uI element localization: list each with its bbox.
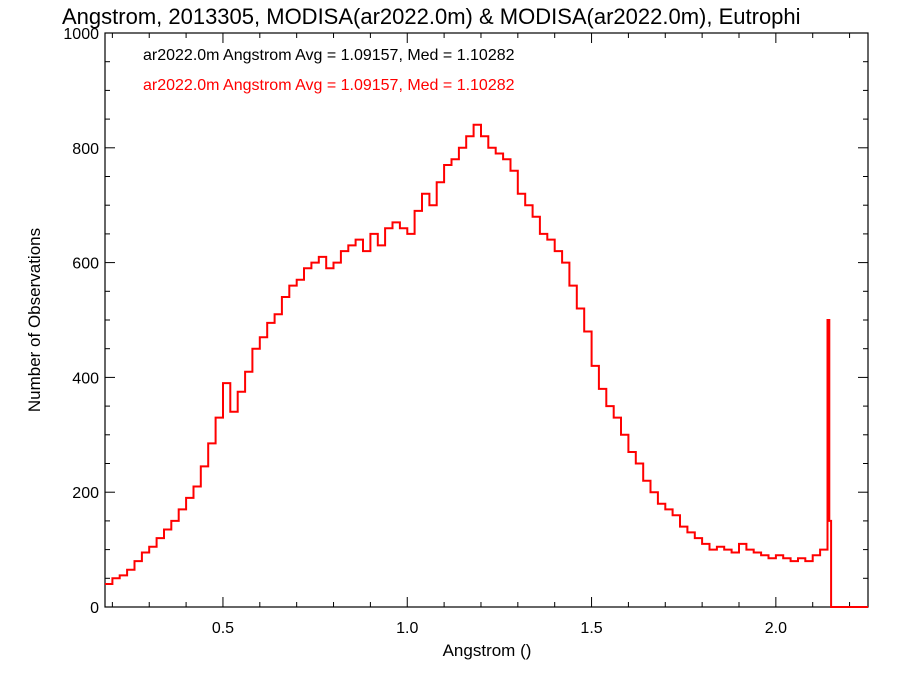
x-axis-ticks: 0.5 1.0 1.5 2.0: [111, 33, 851, 637]
y-tick-label: 200: [72, 485, 99, 502]
x-tick-label: 1.0: [396, 620, 418, 637]
legend-entry-black: ar2022.0m Angstrom Avg = 1.09157, Med = …: [143, 47, 515, 64]
x-tick-label: 0.5: [212, 620, 234, 637]
x-tick-label: 1.5: [580, 620, 602, 637]
histogram-series-line: [105, 123, 868, 608]
y-tick-label: 600: [72, 256, 99, 273]
y-tick-label: 800: [72, 141, 99, 158]
x-tick-label: 2.0: [765, 620, 787, 637]
plot-frame: [104, 32, 869, 608]
y-axis-label: Number of Observations: [25, 228, 44, 412]
legend-entry-red: ar2022.0m Angstrom Avg = 1.09157, Med = …: [143, 77, 515, 94]
y-tick-label: 400: [72, 370, 99, 387]
y-axis-ticks: 0 200 400 600 800 1000: [63, 26, 868, 617]
chart-title: Angstrom, 2013305, MODISA(ar2022.0m) & M…: [62, 4, 801, 29]
x-axis-label: Angstrom (): [443, 641, 532, 660]
y-tick-label: 0: [90, 600, 99, 617]
y-tick-label: 1000: [63, 26, 99, 43]
